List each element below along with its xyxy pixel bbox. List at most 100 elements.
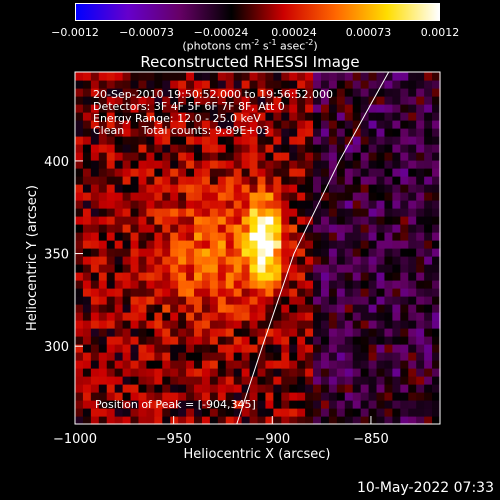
heatmap-cell	[162, 232, 171, 241]
heatmap-cell	[289, 208, 298, 217]
heatmap-cell	[352, 384, 362, 393]
heatmap-cell	[233, 120, 243, 129]
heatmap-cell	[209, 336, 219, 345]
heatmap-cell	[273, 80, 282, 89]
heatmap-cell	[114, 72, 124, 81]
heatmap-cell	[122, 376, 132, 385]
heatmap-cell	[194, 312, 203, 321]
heatmap-cell	[281, 200, 290, 209]
heatmap-cell	[241, 80, 251, 89]
heatmap-cell	[328, 168, 338, 177]
heatmap-cell	[289, 144, 298, 153]
heatmap-cell	[194, 112, 203, 121]
heatmap-cell	[360, 304, 370, 313]
heatmap-cell	[257, 80, 267, 89]
heatmap-cell	[336, 320, 346, 329]
heatmap-cell	[225, 320, 235, 329]
heatmap-cell	[416, 216, 425, 225]
heatmap-cell	[233, 184, 243, 193]
heatmap-cell	[106, 304, 116, 313]
heatmap-cell	[313, 136, 322, 145]
heatmap-cell	[106, 208, 116, 217]
heatmap-cell	[320, 224, 330, 233]
heatmap-cell	[360, 368, 370, 377]
heatmap-cell	[313, 304, 322, 313]
heatmap-cell	[186, 312, 195, 321]
heatmap-cell	[75, 120, 84, 129]
heatmap-cell	[368, 360, 378, 369]
solar-limb-line	[236, 71, 390, 425]
heatmap-cell	[201, 248, 211, 257]
heatmap-cell	[368, 160, 378, 169]
heatmap-cell	[368, 216, 378, 225]
heatmap-cell	[154, 264, 163, 273]
heatmap-cell	[273, 136, 282, 145]
heatmap-cell	[408, 304, 417, 313]
heatmap-cell	[352, 136, 362, 145]
heatmap-cell	[178, 336, 187, 345]
heatmap-cell	[154, 200, 163, 209]
heatmap-cell	[130, 352, 140, 361]
heatmap-cell	[186, 360, 195, 369]
heatmap-cell	[360, 264, 370, 273]
heatmap-cell	[75, 176, 84, 185]
heatmap-cell	[106, 360, 116, 369]
heatmap-cell	[122, 352, 132, 361]
heatmap-cell	[225, 160, 235, 169]
heatmap-cell	[424, 264, 433, 273]
heatmap-cell	[178, 232, 187, 241]
heatmap-cell	[400, 320, 409, 329]
heatmap-cell	[138, 392, 148, 401]
heatmap-cell	[408, 88, 417, 97]
heatmap-cell	[162, 144, 171, 153]
heatmap-cell	[336, 216, 346, 225]
heatmap-cell	[75, 200, 84, 209]
heatmap-cell	[289, 280, 298, 289]
heatmap-cell	[209, 216, 219, 225]
heatmap-cell	[328, 384, 338, 393]
heatmap-cell	[320, 344, 330, 353]
heatmap-cell	[217, 144, 227, 153]
heatmap-cell	[209, 256, 219, 265]
heatmap-cell	[106, 280, 116, 289]
heatmap-cell	[90, 336, 100, 345]
heatmap-cell	[82, 96, 92, 105]
heatmap-cell	[320, 144, 330, 153]
heatmap-cell	[281, 120, 290, 129]
heatmap-cell	[313, 288, 322, 297]
heatmap-cell	[122, 192, 132, 201]
heatmap-cell	[98, 104, 108, 113]
heatmap-cell	[146, 168, 155, 177]
heatmap-cell	[106, 216, 116, 225]
heatmap-cell	[400, 120, 409, 129]
heatmap-cell	[201, 352, 211, 361]
heatmap-cell	[320, 88, 330, 97]
heatmap-cell	[130, 152, 140, 161]
heatmap-cell	[328, 296, 338, 305]
heatmap-cell	[320, 368, 330, 377]
heatmap-cell	[114, 312, 124, 321]
heatmap-cell	[106, 344, 116, 353]
heatmap-cell	[384, 264, 393, 273]
heatmap-cell	[233, 288, 243, 297]
heatmap-cell	[328, 152, 338, 161]
heatmap-cell	[225, 192, 235, 201]
heatmap-cell	[130, 256, 140, 265]
heatmap-cell	[313, 120, 322, 129]
heatmap-cell	[186, 272, 195, 281]
heatmap-cell	[178, 408, 187, 417]
heatmap-cell	[194, 208, 203, 217]
heatmap-cell	[233, 248, 243, 257]
heatmap-cell	[297, 416, 306, 425]
heatmap-cell	[130, 192, 140, 201]
heatmap-cell	[178, 272, 187, 281]
heatmap-cell	[138, 288, 148, 297]
heatmap-cell	[146, 320, 155, 329]
heatmap-cell	[313, 320, 322, 329]
heatmap-cell	[122, 200, 132, 209]
heatmap-cell	[209, 384, 219, 393]
heatmap-cell	[297, 112, 306, 121]
heatmap-cell	[432, 392, 441, 401]
heatmap-cell	[82, 368, 92, 377]
heatmap-cell	[432, 384, 441, 393]
